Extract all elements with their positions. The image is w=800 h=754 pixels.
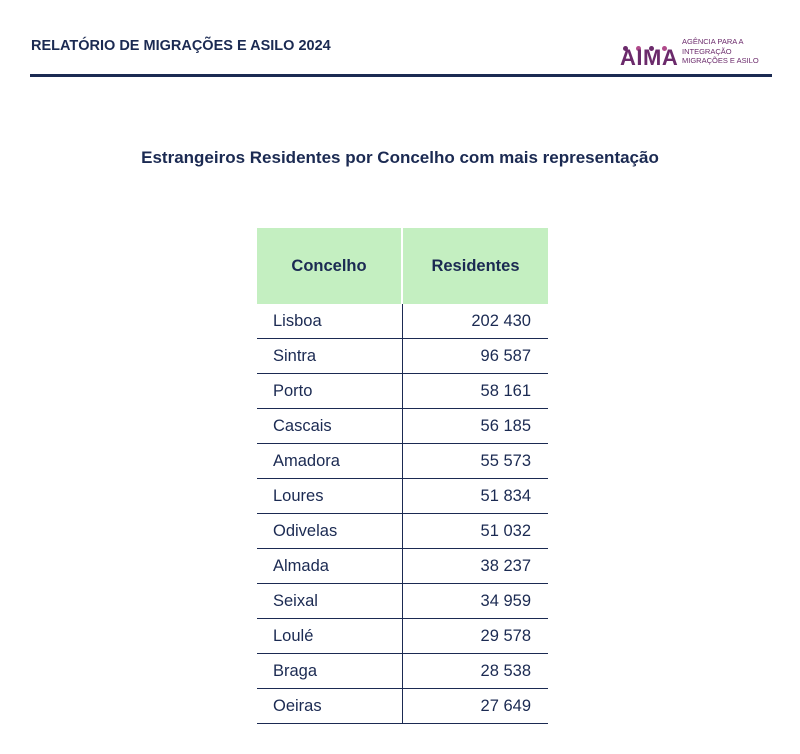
logo-dots	[623, 38, 675, 56]
logo: AIMA AGÊNCIA PARA A INTEGRAÇÃO MIGRAÇÕES…	[620, 36, 775, 70]
table-row: Odivelas 51 032	[257, 513, 548, 549]
municipality-cell: Braga	[257, 653, 403, 689]
logo-mark: AIMA	[620, 45, 679, 70]
table-row: Braga 28 538	[257, 653, 548, 689]
table-row: Sintra 96 587	[257, 338, 548, 374]
table-row: Seixal 34 959	[257, 583, 548, 619]
residents-cell: 96 587	[402, 338, 548, 374]
residents-cell: 34 959	[402, 583, 548, 619]
logo-line: MIGRAÇÕES E ASILO	[682, 56, 759, 65]
residents-cell: 202 430	[402, 304, 548, 339]
municipality-cell: Seixal	[257, 583, 403, 619]
municipality-cell: Almada	[257, 548, 403, 584]
residents-cell: 51 834	[402, 478, 548, 514]
header-rule	[30, 74, 772, 77]
municipality-cell: Cascais	[257, 408, 403, 444]
municipality-cell: Oeiras	[257, 688, 403, 724]
data-table: Concelho Residentes Lisboa 202 430 Sintra 96 …	[257, 228, 548, 724]
header-row: Concelho Residentes	[257, 228, 548, 304]
logo-line: INTEGRAÇÃO	[682, 46, 732, 56]
logo-line: AGÊNCIA PARA A	[682, 37, 744, 46]
residents-cell: 51 032	[402, 513, 548, 549]
table-title: Estrangeiros Residentes por Concelho com…	[141, 148, 659, 167]
table-row: Almada 38 237	[257, 548, 548, 584]
municipality-cell: Loures	[257, 478, 403, 514]
report-title: RELATÓRIO DE MIGRAÇÕES E ASILO 2024	[31, 38, 331, 54]
residents-cell: 28 538	[402, 653, 548, 689]
residents-cell: 56 185	[402, 408, 548, 444]
table-row: Loures 51 834	[257, 478, 548, 514]
table-row: Lisboa 202 430	[257, 304, 548, 339]
column-header: Residentes	[402, 228, 548, 304]
municipality-cell: Amadora	[257, 443, 403, 479]
residents-cell: 27 649	[402, 688, 548, 724]
table-row: Cascais 56 185	[257, 408, 548, 444]
table-row: Oeiras 27 649	[257, 688, 548, 724]
municipality-cell: Sintra	[257, 338, 403, 374]
municipality-cell: Odivelas	[257, 513, 403, 549]
residents-cell: 55 573	[402, 443, 548, 479]
table-row: Loulé 29 578	[257, 618, 548, 654]
residents-cell: 29 578	[402, 618, 548, 654]
table-row: Amadora 55 573	[257, 443, 548, 479]
column-header: Concelho	[257, 228, 403, 304]
municipality-cell: Loulé	[257, 618, 403, 654]
residents-cell: 58 161	[402, 373, 548, 409]
table-row: Porto 58 161	[257, 373, 548, 409]
logo-text: AGÊNCIA PARA A INTEGRAÇÃO MIGRAÇÕES E AS…	[682, 37, 759, 66]
municipality-cell: Porto	[257, 373, 403, 409]
residents-cell: 38 237	[402, 548, 548, 584]
municipality-cell: Lisboa	[257, 304, 403, 339]
